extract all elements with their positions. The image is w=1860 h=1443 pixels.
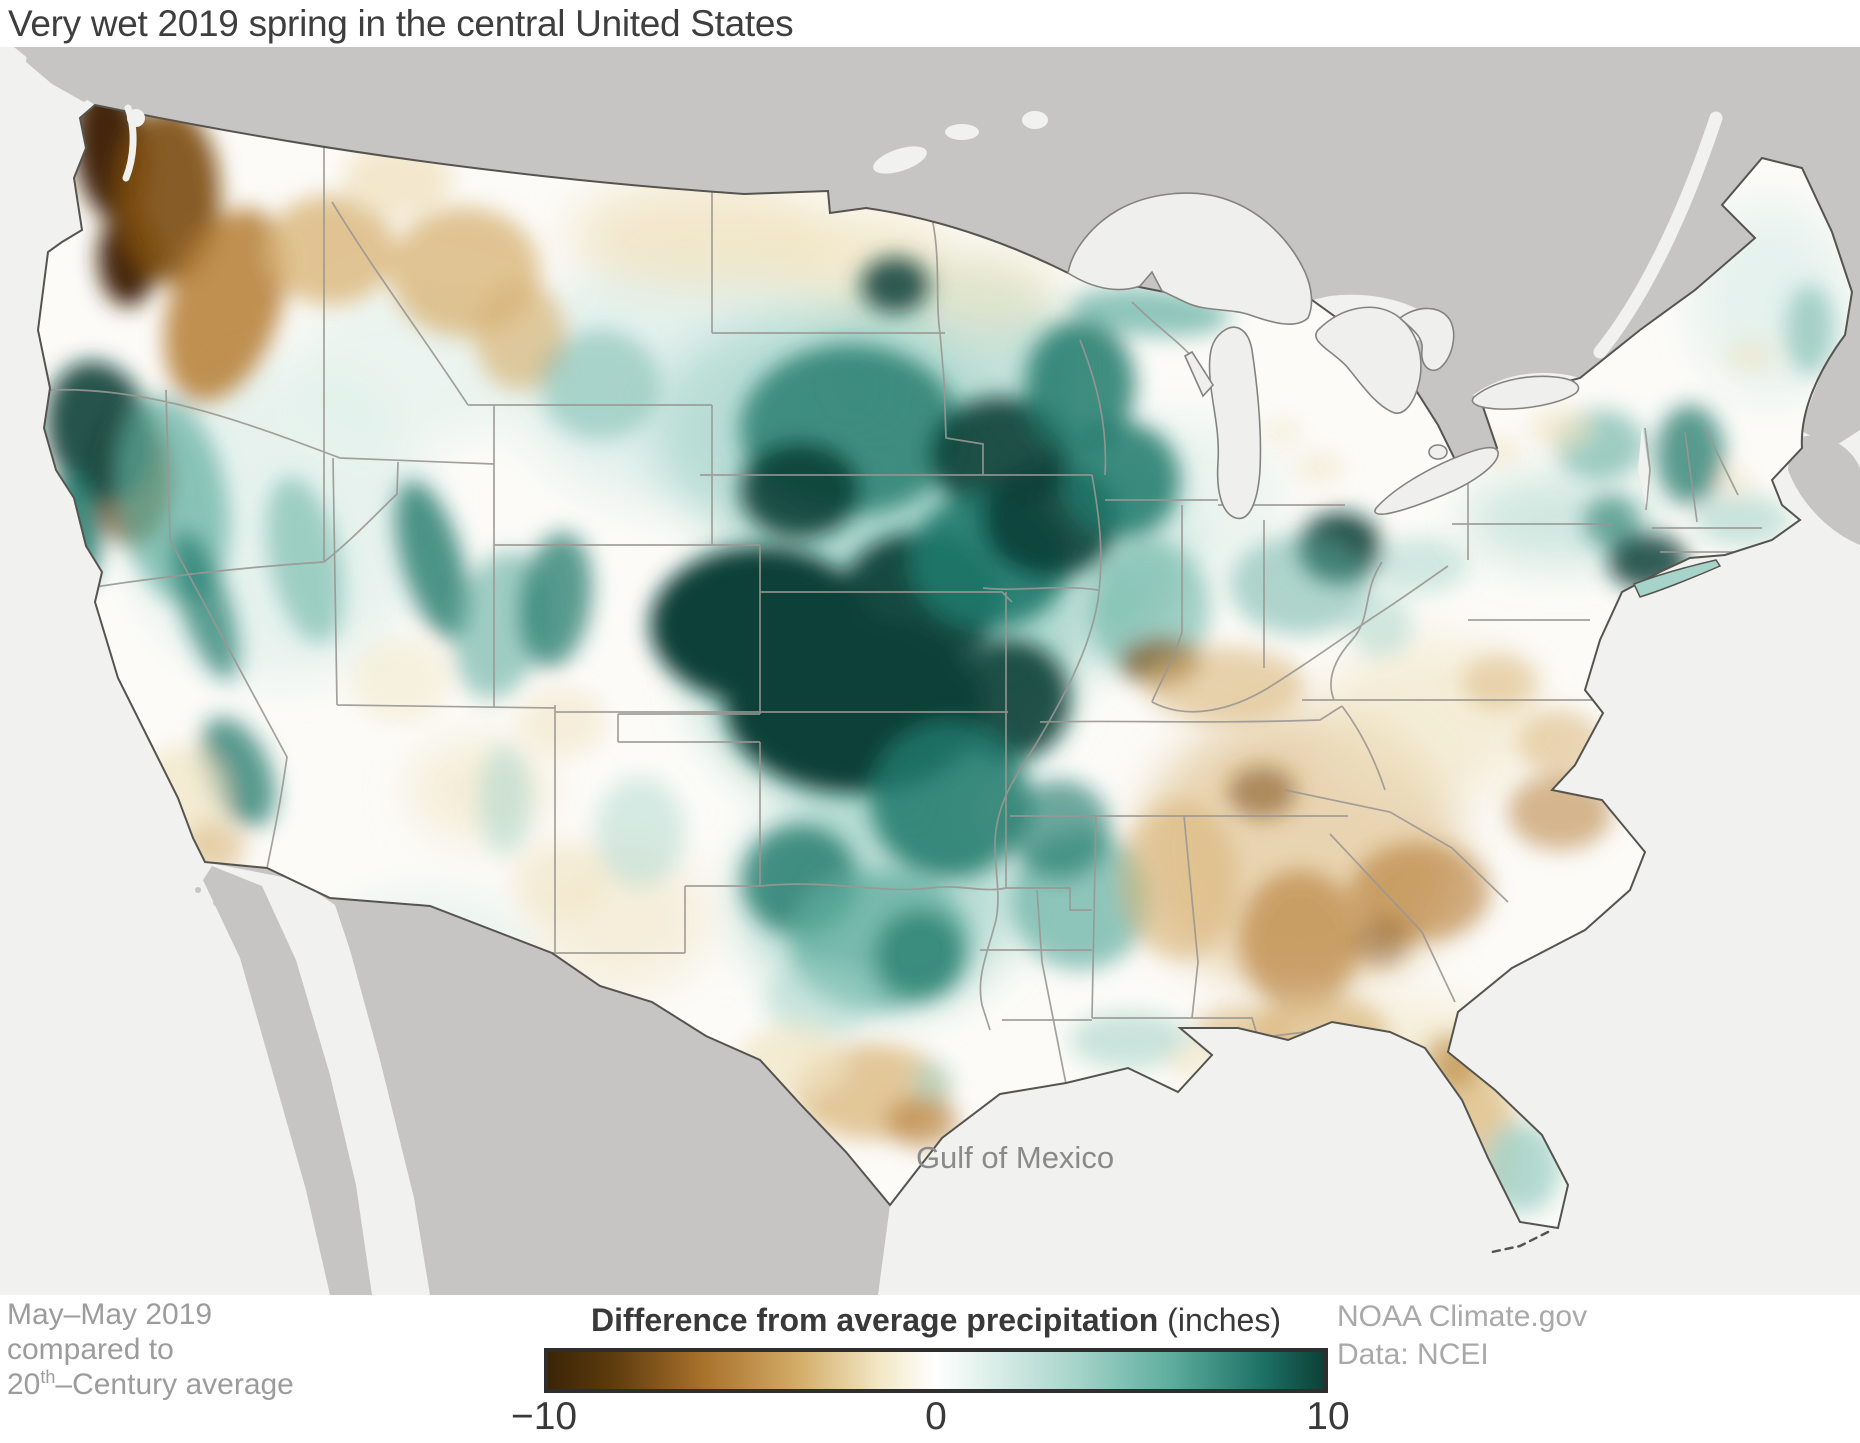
nova-scotia — [1788, 435, 1860, 545]
precipitation-anomaly-field — [46, 105, 1845, 1213]
period-caption: May–May 2019 compared to 20th–Century av… — [7, 1297, 294, 1402]
mexico-landmass — [195, 862, 890, 1295]
color-gradient-bar — [544, 1348, 1328, 1393]
puget-sound-inlet — [127, 109, 145, 127]
green-bay — [1183, 350, 1215, 398]
st-lawrence-river — [1593, 111, 1723, 359]
source-line-1: NOAA Climate.gov — [1337, 1300, 1588, 1333]
baja-california — [203, 866, 372, 1295]
great-lakes — [1067, 192, 1649, 520]
data-source-credit: NOAA Climate.gov Data: NCEI — [1337, 1298, 1587, 1374]
vancouver-island — [26, 47, 96, 102]
source-line-2: Data: NCEI — [1337, 1338, 1489, 1371]
period-line-2: compared to — [7, 1333, 174, 1366]
period-line-1: May–May 2019 — [7, 1298, 213, 1331]
lake-superior — [1067, 192, 1313, 325]
gulf-of-mexico-label: Gulf of Mexico — [915, 1140, 1115, 1175]
florida-keys — [1490, 1230, 1550, 1254]
lake-erie — [1374, 446, 1499, 515]
long-island — [1632, 559, 1722, 598]
legend-unit: (inches) — [1158, 1302, 1281, 1338]
lake-st-clair — [1428, 444, 1448, 460]
page-title: Very wet 2019 spring in the central Unit… — [8, 3, 794, 44]
legend-min-label: −10 — [510, 1395, 578, 1438]
canada-landmass — [0, 47, 1860, 545]
period-line-3: 20th–Century average — [7, 1367, 294, 1401]
georgian-bay — [1398, 307, 1455, 372]
color-scale-legend: Difference from average precipitation (i… — [511, 1302, 1350, 1441]
state-boundaries — [49, 122, 1762, 1085]
superscript-th: th — [40, 1367, 56, 1387]
lake-ontario — [1471, 375, 1580, 410]
legend-title: Difference from average precipitation (i… — [591, 1302, 1281, 1338]
legend-tick-labels: −10 0 10 — [511, 1395, 1350, 1441]
legend-max-label: 10 — [1306, 1395, 1350, 1438]
legend-zero-label: 0 — [925, 1395, 947, 1438]
lake-huron — [1315, 306, 1422, 414]
lake-champlain — [1638, 425, 1649, 505]
